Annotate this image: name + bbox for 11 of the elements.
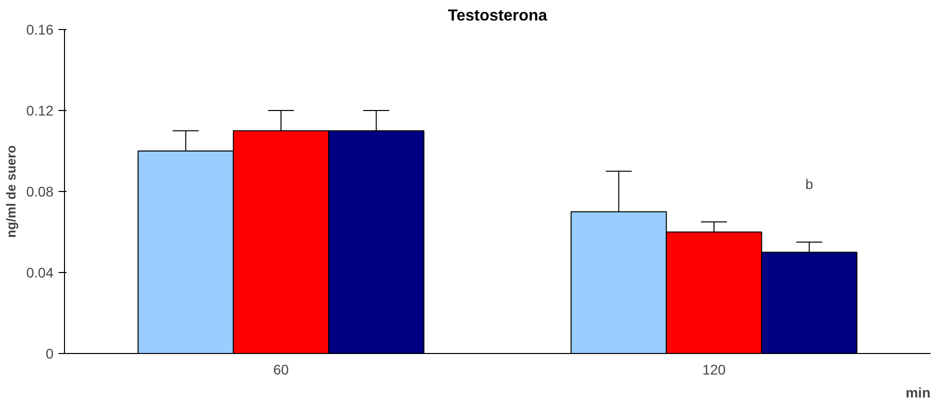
x-axis-title: min (906, 384, 930, 400)
x-tick-label: 120 (702, 362, 726, 378)
y-tick-label: 0.08 (26, 184, 54, 200)
y-tick-label: 0.12 (26, 102, 54, 118)
y-axis-title: ng/ml de suero (3, 145, 18, 238)
chart-title: Testosterona (448, 8, 548, 24)
y-tick-label: 0 (46, 346, 54, 362)
annotation: b (805, 176, 814, 192)
y-tick-label: 0.16 (26, 22, 54, 38)
y-tick-label: 0.04 (26, 264, 54, 280)
x-tick-label: 60 (273, 362, 289, 378)
